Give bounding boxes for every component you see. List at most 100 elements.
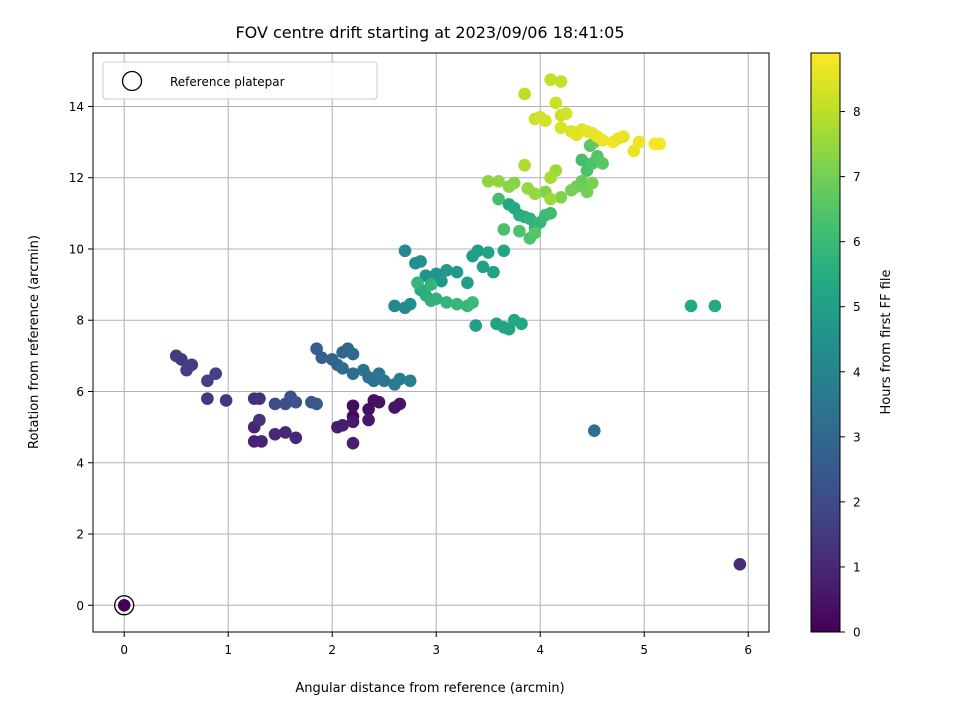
data-point [388, 299, 401, 313]
data-point [565, 183, 578, 197]
data-point [554, 191, 568, 204]
data-point [279, 426, 292, 439]
data-point [268, 397, 282, 411]
data-point [492, 192, 505, 206]
x-tick-label: 6 [744, 643, 752, 657]
grid [93, 53, 769, 632]
data-point [346, 367, 360, 380]
data-point [653, 137, 667, 151]
data-point [476, 260, 490, 274]
data-point [617, 130, 630, 144]
data-point [554, 75, 568, 88]
legend-marker [121, 70, 143, 92]
y-tick-label: 10 [69, 242, 84, 256]
data-point [539, 114, 552, 127]
y-axis-label: Rotation from reference (arcmin) [27, 235, 42, 449]
data-point [518, 158, 531, 172]
data-point [544, 192, 557, 206]
data-point [513, 224, 526, 238]
data-point [559, 107, 573, 120]
colorbar-ticks: 0 1 2 3 4 5 6 7 8 [840, 105, 861, 640]
data-point [518, 87, 531, 101]
data-points [117, 73, 747, 612]
data-point [201, 392, 214, 405]
data-point [362, 413, 375, 427]
y-tick-label: 4 [76, 456, 84, 470]
data-point [549, 96, 563, 110]
data-point [429, 292, 443, 306]
data-point [346, 399, 360, 413]
data-point [461, 276, 474, 290]
data-point [466, 296, 479, 309]
data-point [632, 135, 646, 149]
data-point [310, 397, 323, 411]
data-point [219, 394, 233, 407]
data-point [435, 274, 448, 288]
data-point [469, 319, 483, 332]
data-point [708, 299, 722, 313]
data-point [587, 424, 601, 437]
legend: Reference platepar [102, 61, 378, 100]
data-point [575, 153, 589, 167]
data-point [440, 264, 453, 277]
data-point [450, 297, 464, 311]
colorbar-tick-label: 8 [853, 105, 861, 119]
data-point [596, 133, 609, 147]
data-point [346, 415, 360, 429]
data-point [372, 395, 386, 409]
data-point [585, 176, 599, 190]
data-point [440, 296, 453, 309]
x-axis-ticks: 0 1 2 3 4 5 6 [120, 632, 752, 657]
data-point [487, 265, 500, 279]
data-point [315, 351, 329, 364]
data-point [289, 431, 303, 445]
x-tick-label: 0 [120, 643, 128, 657]
y-tick-label: 8 [76, 314, 84, 328]
data-point [424, 278, 438, 291]
data-point [733, 558, 747, 571]
data-point [544, 73, 557, 87]
data-point [684, 299, 698, 313]
data-point [346, 347, 360, 361]
data-point [403, 297, 417, 311]
data-point [253, 413, 266, 427]
y-tick-label: 14 [69, 100, 84, 114]
data-point [346, 436, 360, 450]
colorbar-tick-label: 5 [853, 300, 861, 314]
x-tick-label: 2 [328, 643, 336, 657]
data-point [471, 244, 485, 258]
data-point [492, 174, 505, 188]
data-point [414, 255, 427, 268]
data-point [393, 372, 407, 386]
reference-marker-layer [114, 595, 135, 616]
legend-entry-reference: Reference platepar [170, 75, 285, 89]
colorbar-label: Hours from first FF file [879, 269, 894, 414]
data-point [377, 374, 391, 388]
colorbar-tick-label: 1 [853, 560, 861, 574]
data-point [289, 395, 303, 409]
colorbar-tick-label: 2 [853, 495, 861, 509]
colorbar [810, 52, 841, 633]
data-point [507, 176, 521, 190]
data-point [209, 367, 223, 380]
data-point [497, 244, 511, 258]
colorbar-tick-label: 7 [853, 170, 861, 184]
data-point [544, 171, 557, 185]
y-tick-label: 0 [76, 599, 84, 613]
data-point [450, 265, 464, 279]
y-tick-label: 6 [76, 385, 84, 399]
data-point [411, 276, 424, 290]
colorbar-tick-label: 4 [853, 365, 861, 379]
data-point [398, 244, 412, 258]
plot-frame [92, 52, 770, 633]
x-tick-label: 4 [536, 643, 544, 657]
chart-title: FOV centre drift starting at 2023/09/06 … [235, 23, 624, 42]
data-point [336, 362, 349, 375]
data-point [185, 358, 199, 372]
data-point [336, 419, 349, 432]
y-axis-ticks: 0 2 4 6 8 10 12 14 [69, 100, 93, 613]
data-point [201, 374, 214, 388]
data-point [393, 397, 407, 411]
data-point [481, 174, 495, 188]
